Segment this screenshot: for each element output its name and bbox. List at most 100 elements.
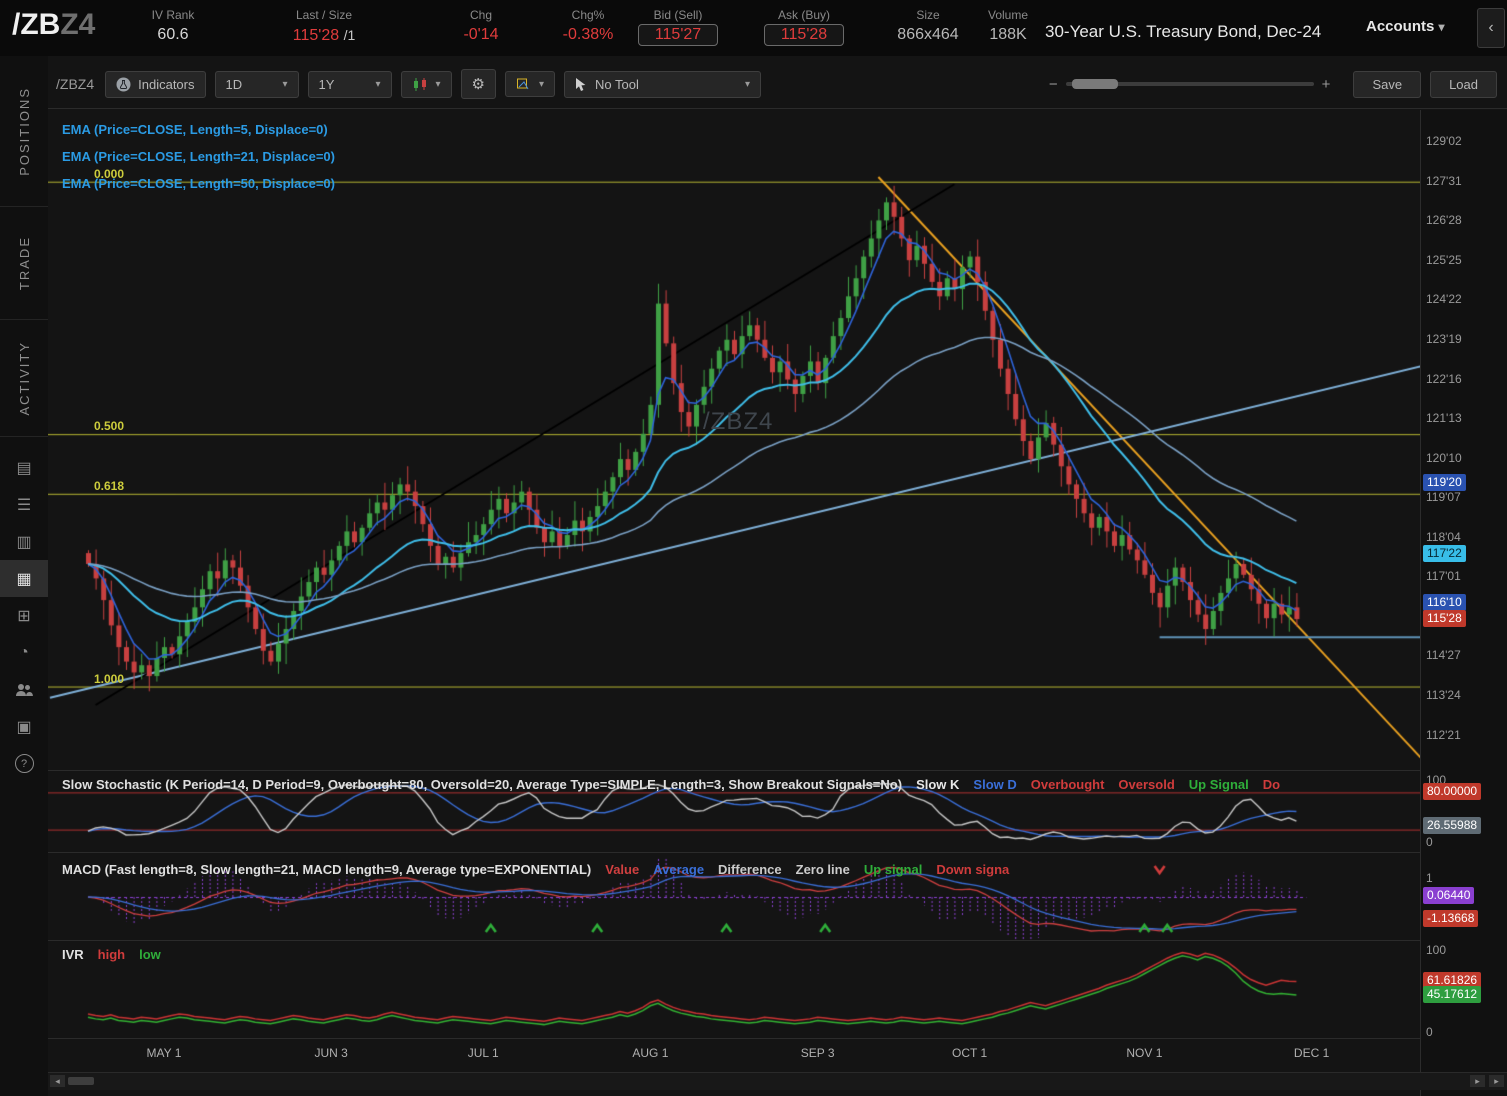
bid-label: Bid (Sell) — [653, 8, 703, 22]
time-axis-label: MAY 1 — [146, 1046, 182, 1060]
price-axis[interactable]: 129'02 127'31 126'28 125'25 124'22 123'19 122'… — [1420, 110, 1507, 1096]
legend-item: low — [139, 947, 161, 962]
volume-field: Volume 188K — [976, 6, 1040, 46]
last-size-field: Last / Size 115'28 /1 — [264, 6, 384, 47]
legend-item: Down signa — [936, 862, 1010, 877]
sidebar-tab-positions[interactable]: POSITIONS — [0, 56, 48, 207]
legend-item: Value — [605, 862, 640, 877]
tab-trade-label: TRADE — [16, 235, 32, 291]
indicators-button[interactable]: Indicators — [105, 70, 206, 98]
collapse-left-icon: ‹ — [1488, 19, 1494, 36]
time-axis-label: AUG 1 — [632, 1046, 669, 1060]
ema-legend-entry: EMA (Price=CLOSE, Length=50, Displace=0) — [62, 176, 335, 191]
clock-icon: ◔ — [19, 643, 29, 661]
stoch-axis-label: 0 — [1426, 835, 1433, 849]
ladder-button[interactable]: ▥ — [0, 523, 48, 560]
archive-button[interactable]: ▣ — [0, 708, 48, 745]
candlestick-icon — [413, 77, 426, 91]
price-level-badge: 117'22 — [1423, 544, 1466, 562]
news-button[interactable]: ▤ — [0, 449, 48, 486]
legend-item: Up signal — [863, 862, 923, 877]
time-axis-label: JUN 3 — [314, 1046, 348, 1060]
zoom-out-button[interactable]: − — [1048, 75, 1058, 93]
zoom-in-button[interactable]: + — [1321, 75, 1331, 93]
price-axis-label: 120'10 — [1426, 450, 1462, 465]
save-label: Save — [1372, 76, 1403, 92]
time-axis-label: NOV 1 — [1126, 1046, 1163, 1060]
ivr-study-label: IVR high low — [62, 947, 161, 962]
ivr-axis-label: 0 — [1426, 1025, 1433, 1039]
horizontal-scrollbar[interactable]: ◂ ▸ ▸ — [48, 1072, 1507, 1090]
apps-grid-icon: ⊞ — [17, 607, 31, 625]
zoom-slider-track[interactable] — [1065, 79, 1314, 89]
active-tool-dropdown[interactable]: No Tool ▾ — [564, 70, 762, 98]
scroll-end-button[interactable]: ▸ — [1489, 1075, 1504, 1087]
range-dropdown[interactable]: 1Y ▾ — [307, 70, 392, 98]
scroll-right-icon: ▸ — [1494, 1075, 1499, 1086]
save-button[interactable]: Save — [1353, 70, 1422, 98]
watchlist-button[interactable]: ☰ — [0, 486, 48, 523]
macd-axis-label: 1 — [1426, 870, 1433, 885]
chart-grid-button[interactable]: ▦ — [0, 560, 48, 597]
scrollbar-thumb[interactable] — [68, 1077, 94, 1085]
price-axis-label: 123'19 — [1426, 331, 1462, 346]
panel-separator — [48, 940, 1507, 941]
ivr-axis-label: 100 — [1426, 943, 1447, 957]
chg-field: Chg -0'14 — [448, 6, 514, 46]
community-button[interactable] — [0, 671, 48, 708]
indicators-label: Indicators — [138, 76, 195, 92]
active-tool-label: No Tool — [595, 76, 639, 92]
ladder-icon: ▥ — [16, 533, 32, 551]
zoom-slider-handle[interactable] — [1071, 79, 1118, 89]
symbol-month: Z4 — [60, 8, 96, 41]
price-chart[interactable] — [48, 112, 1420, 770]
price-axis-label: 117'01 — [1426, 569, 1461, 584]
price-axis-label: 112'21 — [1426, 727, 1461, 742]
help-button[interactable]: ? — [0, 745, 48, 782]
macd-panel — [48, 854, 1420, 940]
price-axis-label: 125'25 — [1426, 252, 1462, 267]
load-label: Load — [1449, 76, 1478, 92]
range-value: 1Y — [318, 76, 335, 92]
gear-icon: ⚙ — [471, 76, 485, 93]
legend-item: high — [97, 947, 126, 962]
scroll-right-button[interactable]: ▸ — [1470, 1075, 1485, 1087]
bid-button[interactable]: 115'27 — [637, 24, 719, 46]
price-axis-label: 126'28 — [1426, 213, 1462, 228]
chart-settings-button[interactable]: ⚙ — [460, 69, 496, 99]
tab-positions-label: POSITIONS — [16, 86, 32, 176]
left-sidebar: POSITIONS TRADE ACTIVITY ▤ ☰ ▥ ▦ ⊞ ◔ ▣ ? — [0, 56, 49, 1096]
drawing-patterns-dropdown[interactable]: ▾ — [504, 71, 556, 97]
scroll-left-button[interactable]: ◂ — [50, 1075, 65, 1087]
sidebar-tab-activity[interactable]: ACTIVITY — [0, 320, 48, 437]
fib-level-label: 1.000 — [94, 671, 125, 686]
panel-separator — [48, 770, 1507, 771]
ivr-title-text: IVR — [62, 947, 84, 962]
history-button[interactable]: ◔ — [0, 634, 48, 671]
ask-button[interactable]: 115'28 — [763, 24, 845, 46]
iv-rank-label: IV Rank — [151, 8, 195, 22]
ivr-badge: 61.61826 — [1423, 972, 1482, 990]
legend-item: Average — [653, 862, 705, 877]
price-axis-label: 129'02 — [1426, 134, 1462, 149]
tab-activity-label: ACTIVITY — [16, 340, 32, 416]
time-axis[interactable]: MAY 1 JUN 3 JUL 1 AUG 1 SEP 3 OCT 1 NOV 1 DEC 1 — [48, 1040, 1420, 1068]
collapse-panel-button[interactable]: ‹ — [1477, 8, 1505, 48]
fib-level-label: 0.500 — [94, 419, 125, 434]
load-button[interactable]: Load — [1430, 70, 1497, 98]
accounts-menu[interactable]: Accounts ▾ — [1366, 18, 1445, 35]
timeframe-dropdown[interactable]: 1D ▾ — [214, 70, 299, 98]
zoom-control: − + — [1049, 76, 1331, 93]
chart-workspace: /ZBZ4 Indicators 1D ▾ 1Y ▾ ▾ ⚙ ▾ — [48, 56, 1507, 1096]
chart-type-dropdown[interactable]: ▾ — [400, 70, 452, 98]
chevron-down-icon: ▾ — [1438, 20, 1445, 34]
macd-study-label: MACD (Fast length=8, Slow length=21, MAC… — [62, 862, 1009, 877]
sidebar-tab-trade[interactable]: TRADE — [0, 207, 48, 320]
ask-field: Ask (Buy) 115'28 — [746, 6, 862, 46]
apps-button[interactable]: ⊞ — [0, 597, 48, 634]
chart-toolbar: /ZBZ4 Indicators 1D ▾ 1Y ▾ ▾ ⚙ ▾ — [56, 68, 1497, 100]
chevron-down-icon: ▾ — [538, 78, 545, 90]
scroll-right-icon: ▸ — [1475, 1075, 1480, 1086]
macd-badge: -1.13668 — [1423, 909, 1479, 927]
